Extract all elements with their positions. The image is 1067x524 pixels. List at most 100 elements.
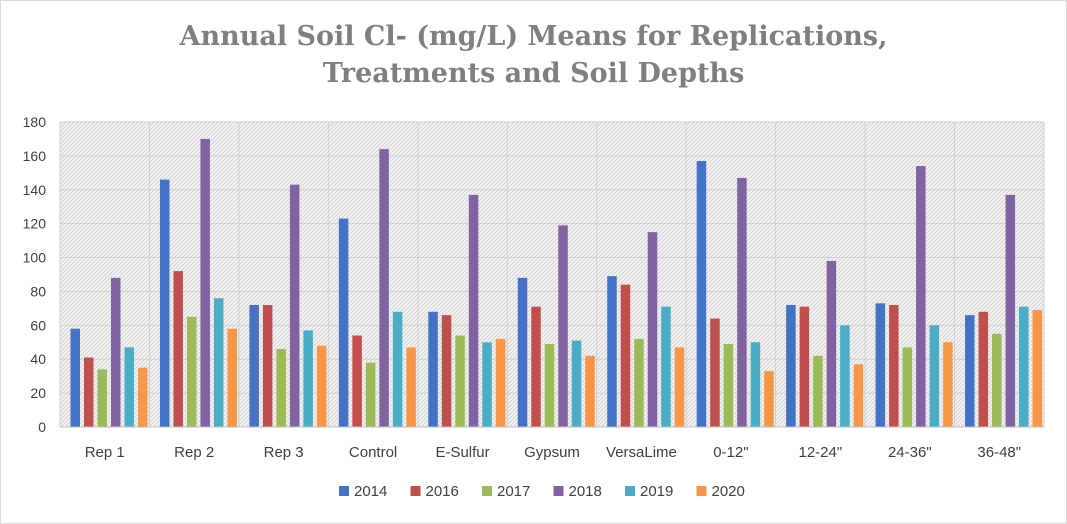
- bar-2019: [840, 325, 850, 427]
- bar-2016: [173, 271, 183, 427]
- x-tick-label: 36-48": [977, 444, 1021, 461]
- bar-2014: [338, 218, 349, 427]
- legend: 2014 2016 2017 2018 2019 2020: [339, 483, 745, 500]
- bar-2014: [875, 303, 886, 427]
- legend-label: 2014: [354, 483, 387, 500]
- x-tick-label: E-Sulfur: [435, 444, 489, 461]
- bar-2018: [289, 184, 300, 427]
- bar-2014: [786, 305, 796, 427]
- bar-2014: [607, 276, 617, 427]
- bar-2014: [428, 311, 438, 427]
- y-tick-label: 80: [30, 283, 46, 299]
- y-tick-label: 140: [23, 182, 47, 198]
- bar-2020: [1032, 310, 1043, 427]
- bar-2017: [455, 335, 465, 427]
- bar-2016: [799, 306, 810, 427]
- bar-2014: [249, 305, 259, 427]
- x-tick-label: 0-12": [713, 444, 748, 461]
- y-tick-label: 0: [38, 419, 46, 435]
- bar-2019: [124, 347, 134, 427]
- bar-2016: [441, 315, 452, 427]
- bar-2018: [111, 277, 121, 427]
- x-tick-label: Gypsum: [524, 444, 580, 461]
- bar-2016: [531, 306, 541, 427]
- bar-2017: [634, 338, 644, 427]
- legend-label: 2016: [426, 483, 459, 500]
- bar-2018: [916, 166, 926, 428]
- bar-2019: [661, 306, 671, 427]
- bar-2017: [992, 333, 1002, 427]
- chart-title-line-1: Annual Soil Cl- (mg/L) Means for Replica…: [179, 21, 888, 52]
- bar-2014: [696, 160, 707, 427]
- legend-swatch: [696, 486, 707, 496]
- bar-2019: [213, 298, 224, 427]
- x-tick-label: Rep 2: [174, 444, 214, 461]
- bar-2014: [70, 328, 80, 427]
- bar-2017: [186, 316, 197, 427]
- bar-2016: [84, 357, 94, 427]
- bar-2020: [943, 342, 953, 427]
- bar-2020: [585, 355, 595, 427]
- y-tick-label: 20: [30, 385, 46, 401]
- chart-title: Annual Soil Cl- (mg/L) Means for Replica…: [0, 18, 1067, 92]
- x-tick-label: VersaLime: [606, 444, 677, 461]
- bar-2016: [889, 305, 899, 427]
- bar-2018: [468, 194, 479, 427]
- bar-2016: [620, 284, 631, 427]
- y-axis: 0 20 40 60 80 100 120 140 160 180: [23, 114, 47, 435]
- legend-swatch: [625, 486, 635, 496]
- x-tick-label: Rep 3: [264, 444, 304, 461]
- bar-2018: [200, 138, 210, 427]
- y-tick-label: 100: [23, 250, 47, 266]
- bar-2020: [406, 347, 416, 427]
- bars: [70, 138, 1043, 428]
- bar-2019: [571, 340, 582, 427]
- legend-label: 2018: [569, 483, 602, 500]
- bar-2020: [495, 338, 506, 427]
- x-axis: Rep 1 Rep 2 Rep 3 Control E-Sulfur Gypsum Vers…: [60, 426, 1044, 461]
- legend-swatch: [553, 486, 564, 496]
- bar-2018: [826, 260, 837, 427]
- x-tick-label: Rep 1: [85, 444, 125, 461]
- legend-label: 2019: [640, 483, 673, 500]
- bar-2020: [853, 364, 864, 427]
- bar-2019: [392, 311, 403, 427]
- y-tick-label: 120: [23, 216, 47, 232]
- chart-title-line-2: Treatments and Soil Depths: [322, 58, 745, 89]
- y-tick-label: 40: [30, 351, 46, 367]
- bar-2019: [750, 342, 761, 427]
- x-tick-label: Control: [349, 444, 397, 461]
- bar-2017: [723, 343, 734, 427]
- bar-2020: [674, 347, 685, 427]
- legend-label: 2017: [497, 483, 530, 500]
- y-tick-label: 180: [23, 114, 47, 130]
- bar-2018: [379, 149, 389, 427]
- bar-2014: [965, 315, 975, 427]
- legend-swatch: [482, 486, 492, 496]
- bar-2018: [737, 177, 747, 427]
- legend-label: 2020: [712, 483, 745, 500]
- bar-2016: [710, 318, 720, 427]
- bar-2018: [558, 225, 568, 427]
- bar-2016: [978, 311, 989, 427]
- bar-2020: [227, 328, 237, 427]
- bar-2017: [813, 355, 823, 427]
- bar-2019: [303, 330, 313, 427]
- legend-swatch: [339, 486, 349, 496]
- bar-2020: [138, 367, 148, 427]
- bar-2014: [517, 277, 528, 427]
- legend-swatch: [410, 486, 421, 496]
- bar-2017: [276, 349, 286, 427]
- bar-2020: [764, 371, 774, 427]
- bar-2019: [482, 342, 492, 427]
- bar-2020: [316, 345, 327, 427]
- bar-2016: [262, 305, 273, 427]
- bar-2017: [902, 347, 913, 427]
- bar-2017: [97, 369, 107, 427]
- bar-2019: [929, 325, 940, 427]
- bar-2018: [647, 232, 658, 427]
- bar-2018: [1005, 194, 1016, 427]
- bar-2017: [365, 362, 376, 427]
- y-tick-label: 160: [23, 148, 47, 164]
